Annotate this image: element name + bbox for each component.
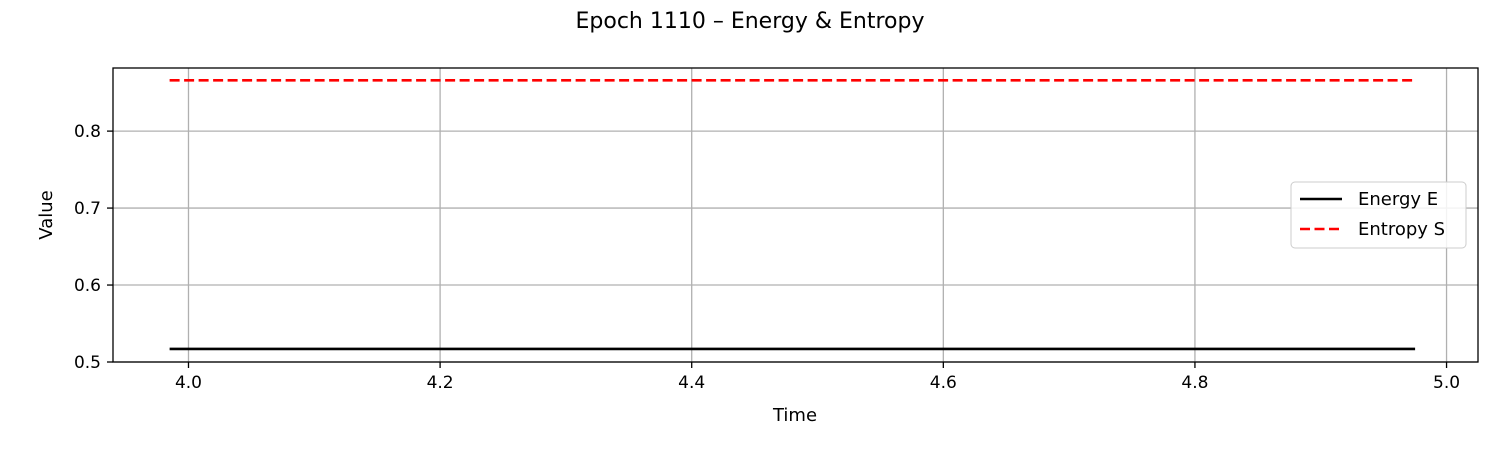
x-tick-label: 4.0 [175,373,202,393]
legend-label-energy: Energy E [1358,189,1438,210]
series-lines [169,79,1416,351]
y-tick-label: 0.7 [74,199,101,219]
y-tick-label: 0.6 [74,276,101,296]
y-tick-label: 0.5 [74,353,101,373]
x-tick-label: 4.6 [930,373,957,393]
chart-title: Epoch 1110 – Energy & Entropy [576,9,925,34]
x-tick-label: 5.0 [1433,373,1460,393]
grid-lines [113,68,1478,363]
legend-label-entropy: Entropy S [1358,219,1445,240]
y-tick-label: 0.8 [74,122,101,142]
axis-ticks: 4.0 4.2 4.4 4.6 4.8 5.0 0.5 0.6 0.7 0.8 [74,122,1460,393]
plot-frame [112,67,1479,363]
x-tick-label: 4.4 [678,373,705,393]
x-tick-label: 4.2 [427,373,454,393]
legend: Energy E Entropy S [1290,181,1467,249]
y-axis-label: Value [36,190,57,239]
x-axis-label: Time [772,405,817,426]
x-tick-label: 4.8 [1181,373,1208,393]
